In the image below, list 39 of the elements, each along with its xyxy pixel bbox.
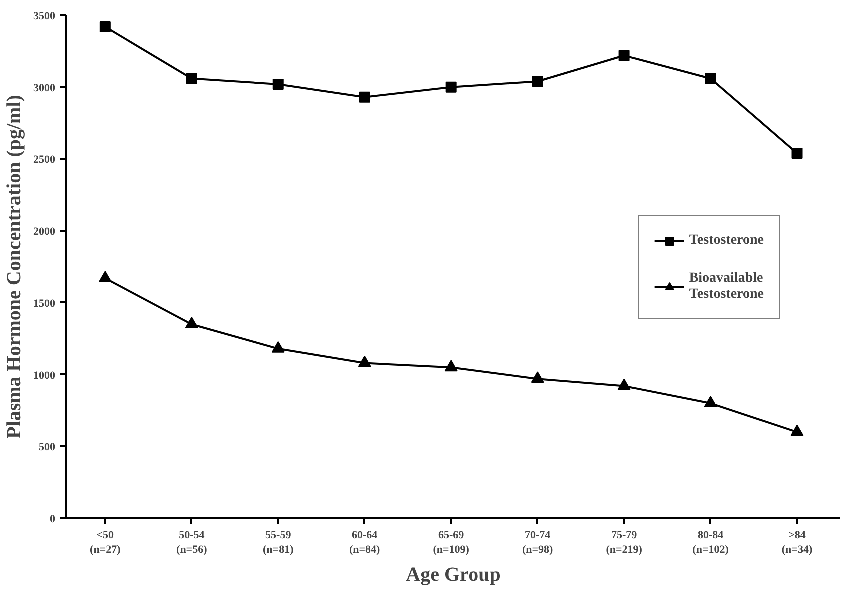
point: [359, 92, 370, 103]
point: [618, 50, 630, 62]
point: [792, 148, 803, 159]
x-tick-label: 70-74 (n=98): [522, 530, 554, 556]
x-tick-label: >84 (n=34): [782, 530, 813, 556]
x-tick-label: 75-79 (n=219): [606, 530, 643, 556]
legend-label: Bioavailable Testosterone: [689, 270, 764, 302]
x-tick-label: <50 (n=27): [90, 530, 122, 556]
point: [705, 73, 716, 84]
point: [185, 317, 198, 328]
point: [618, 378, 631, 390]
y-tick-label: 3500: [34, 10, 56, 22]
x-tick-label: 65-69 (n=109): [433, 530, 470, 556]
point: [186, 73, 198, 84]
point: [531, 372, 544, 384]
y-tick-label: 3000: [34, 82, 56, 94]
y-axis-title: Plasma Hormone Concentration (pg/ml): [4, 95, 26, 439]
x-tick-label: 50-54 (n=56): [176, 530, 208, 556]
y-tick-label: 2500: [34, 154, 56, 166]
point: [100, 21, 111, 32]
x-tick-label: 80-84 (n=102): [692, 530, 730, 556]
y-tick-label: 0: [50, 514, 56, 526]
x-tick-label: 60-64 (n=84): [350, 530, 381, 556]
point: [358, 356, 372, 368]
point: [98, 271, 112, 282]
point: [272, 78, 284, 90]
point: [790, 424, 804, 436]
y-tick-label: 2000: [34, 226, 56, 238]
y-tick-label: 500: [39, 442, 56, 454]
point: [444, 360, 458, 372]
point: [532, 76, 544, 88]
y-tick-label: 1000: [34, 370, 56, 382]
x-axis-title: Age Group: [406, 564, 501, 586]
point: [446, 82, 457, 93]
point: [272, 341, 285, 353]
x-tick-label: 55-59 (n=81): [263, 530, 294, 556]
y-tick-label: 1500: [34, 298, 56, 310]
legend-label: Testosterone: [689, 232, 764, 248]
point: [704, 396, 718, 408]
